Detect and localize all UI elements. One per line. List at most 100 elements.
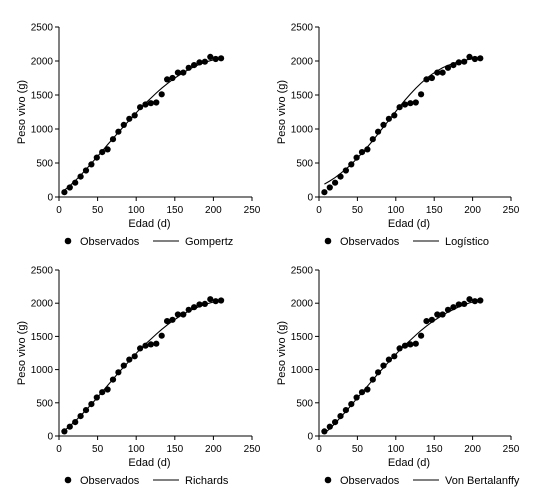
observed-point <box>207 53 214 61</box>
y-tick-label: 1500 <box>31 91 54 102</box>
y-tick-label: 2500 <box>31 266 54 277</box>
chart-panel-3: 0 500 1000 1500 2000 2500 0 50 100 150 200 250 Edad … <box>16 266 261 488</box>
legend-marker-observados <box>324 476 332 484</box>
observed-point <box>401 101 409 108</box>
observed-point <box>358 149 366 156</box>
x-tick-label: 250 <box>244 205 261 216</box>
observed-point <box>407 341 414 348</box>
observed-point <box>93 394 100 401</box>
x-axis-label: Edad (d) <box>388 218 430 230</box>
observed-point <box>185 64 192 71</box>
x-tick-label: 250 <box>503 205 520 216</box>
observed-point <box>66 423 73 430</box>
legend-marker-observados <box>324 237 332 245</box>
observed-point <box>196 59 203 66</box>
observed-point <box>147 100 154 107</box>
observed-point <box>88 401 95 408</box>
x-tick-label: 100 <box>128 444 145 455</box>
y-tick-label: 2500 <box>291 23 314 34</box>
legend: Observados Logístico <box>324 236 489 248</box>
observed-point <box>369 376 376 383</box>
legend: Observados Richards <box>64 475 229 487</box>
legend-marker-observados <box>64 476 72 484</box>
y-tick-label: 1000 <box>291 365 314 376</box>
chart-panel-4: 0 500 1000 1500 2000 2500 0 50 100 150 200 250 Edad … <box>276 266 520 488</box>
observed-point <box>201 58 208 65</box>
x-tick-label: 50 <box>352 444 364 455</box>
observed-point <box>455 59 462 66</box>
observed-point <box>137 345 144 352</box>
observed-point <box>201 300 208 307</box>
observed-point <box>326 184 333 191</box>
observed-point <box>77 413 84 420</box>
observed-point <box>455 301 462 308</box>
x-axis-label: Edad (d) <box>128 457 170 469</box>
observed-point <box>93 154 100 161</box>
y-tick-label: 1000 <box>291 125 314 136</box>
observed-point <box>104 146 111 153</box>
observed-point <box>126 115 133 122</box>
observed-point <box>337 173 344 180</box>
observed-point <box>342 167 349 174</box>
observed-point <box>191 304 198 311</box>
legend-label-model: Richards <box>185 475 229 487</box>
observed-point <box>109 376 117 383</box>
observed-point <box>218 55 225 62</box>
observed-point <box>153 340 160 347</box>
observed-point <box>369 136 376 143</box>
observed-point <box>412 99 419 106</box>
y-axis-label: Peso vivo (g) <box>276 321 288 385</box>
observed-point <box>99 149 106 156</box>
x-tick-label: 0 <box>316 205 322 216</box>
observed-point <box>66 184 73 191</box>
observed-point <box>169 316 176 323</box>
observed-point <box>142 342 149 349</box>
y-tick-label: 1500 <box>291 91 314 102</box>
observed-point <box>82 167 90 174</box>
y-axis-label: Peso vivo (g) <box>16 321 28 385</box>
y-tick-label: 500 <box>296 159 313 170</box>
observed-point <box>342 407 349 414</box>
observed-point <box>364 146 371 153</box>
observed-point <box>77 173 84 180</box>
observed-point <box>380 121 387 128</box>
observed-point <box>120 121 127 128</box>
legend-label-model: Logístico <box>445 236 489 248</box>
x-tick-label: 250 <box>244 444 261 455</box>
observed-point <box>153 99 160 106</box>
observed-point <box>158 332 165 339</box>
observed-point <box>461 58 468 65</box>
y-axis-label: Peso vivo (g) <box>16 80 28 144</box>
observed-point <box>185 306 192 313</box>
y-tick-label: 0 <box>307 432 313 443</box>
x-axis-label: Edad (d) <box>388 457 430 469</box>
x-tick-label: 50 <box>92 444 104 455</box>
legend-label-observados: Observados <box>80 236 140 248</box>
observed-point <box>471 55 478 63</box>
chart-panel-2: 0 500 1000 1500 2000 2500 0 50 100 150 200 250 Edad … <box>276 23 520 249</box>
observed-point <box>391 112 398 119</box>
observed-point <box>396 345 403 352</box>
observed-point <box>418 332 425 339</box>
observed-point <box>444 306 452 313</box>
observed-point <box>477 297 484 304</box>
x-tick-label: 250 <box>503 444 520 455</box>
observed-point <box>104 386 111 393</box>
observed-point <box>375 128 382 135</box>
y-tick-label: 2000 <box>31 299 54 310</box>
observed-point <box>196 301 203 308</box>
observed-point <box>332 419 339 426</box>
y-tick-label: 500 <box>36 398 53 409</box>
observed-point <box>332 179 339 186</box>
observed-point <box>88 161 95 168</box>
observed-point <box>180 69 187 76</box>
observed-point <box>212 298 219 305</box>
y-tick-label: 0 <box>307 193 313 204</box>
observed-point <box>385 356 392 363</box>
observed-point <box>137 104 144 111</box>
observed-point <box>126 356 133 363</box>
observed-point <box>131 112 138 119</box>
x-tick-label: 200 <box>464 205 481 216</box>
y-axis-label: Peso vivo (g) <box>276 80 288 144</box>
x-tick-label: 50 <box>92 205 104 216</box>
